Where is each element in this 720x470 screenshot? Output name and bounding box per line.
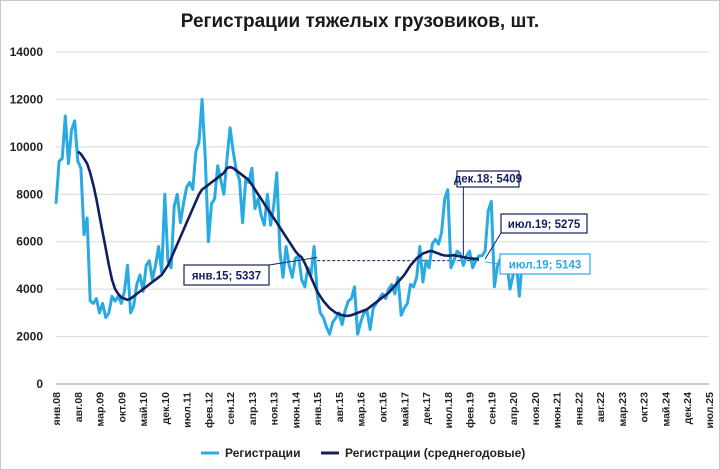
y-tick-label-10000: 10000 — [10, 140, 44, 154]
y-tick-label-6000: 6000 — [16, 235, 43, 249]
x-tick-label: мар.09 — [95, 392, 107, 427]
callout-label: дек.18; 5409 — [454, 173, 522, 185]
y-tick-label-14000: 14000 — [10, 45, 44, 59]
x-tick-label: май.10 — [138, 392, 150, 427]
x-tick-label: июн.21 — [552, 392, 564, 429]
x-tick-label: окт.23 — [639, 392, 651, 423]
x-tick-label: июл.11 — [182, 392, 194, 428]
series-line-registrations — [54, 97, 527, 336]
callout-leader — [268, 256, 318, 266]
x-tick-label: авг.22 — [595, 392, 607, 422]
series-line-registrations-average — [77, 150, 479, 318]
x-tick-label: янв.22 — [573, 392, 585, 426]
legend-label-registrations: Регистрации — [225, 446, 300, 460]
callout-box — [500, 213, 588, 234]
x-tick-label: июл.18 — [443, 392, 455, 429]
x-tick-label: фев.19 — [465, 392, 477, 428]
y-tick-label-12000: 12000 — [10, 92, 44, 106]
x-tick-label: мар.23 — [617, 392, 629, 427]
x-tick-label: ноя.20 — [530, 392, 542, 426]
x-tick-label: апр.13 — [247, 392, 259, 425]
callout-label: июл.19; 5275 — [508, 219, 581, 231]
x-tick-label: янв.08 — [51, 392, 63, 426]
x-tick-label: авг.15 — [334, 392, 346, 422]
x-tick-label: окт.16 — [378, 392, 390, 423]
callout-box — [183, 264, 270, 286]
x-tick-label: май.17 — [399, 392, 411, 427]
callout-label: янв.15; 5337 — [192, 270, 261, 282]
x-tick-label: окт.09 — [116, 392, 128, 423]
chart-title: Регистрации тяжелых грузовиков, шт. — [180, 11, 540, 32]
x-tick-label: май.24 — [660, 392, 672, 427]
y-tick-label-8000: 8000 — [16, 187, 43, 201]
callout-label: июл.19; 5143 — [509, 259, 582, 271]
x-tick-label: дек.10 — [160, 392, 172, 425]
callout-box — [456, 170, 520, 188]
x-tick-label: авг.08 — [73, 392, 85, 422]
x-tick-label: дек.17 — [421, 392, 433, 425]
callout-leader — [485, 261, 501, 265]
legend-label-registrations-average: Регистрации (среднегодовые) — [345, 446, 525, 460]
callout-leader — [484, 232, 502, 260]
x-tick-label: ноя.13 — [269, 392, 281, 426]
callout-box — [499, 253, 591, 275]
x-tick-label: сен.12 — [225, 392, 237, 425]
y-tick-label-4000: 4000 — [16, 282, 43, 296]
x-tick-label: июн.14 — [290, 392, 302, 429]
x-tick-label: июл.25 — [704, 392, 716, 429]
x-tick-label: апр.20 — [508, 392, 520, 425]
x-tick-label: мар.16 — [356, 392, 368, 427]
y-tick-label-2000: 2000 — [16, 330, 43, 344]
x-tick-label: фев.12 — [203, 392, 215, 428]
x-tick-label: янв.15 — [312, 392, 324, 426]
x-tick-label: дек.24 — [682, 392, 694, 425]
y-tick-label-0: 0 — [36, 377, 43, 391]
x-tick-label: сен.19 — [486, 392, 498, 425]
